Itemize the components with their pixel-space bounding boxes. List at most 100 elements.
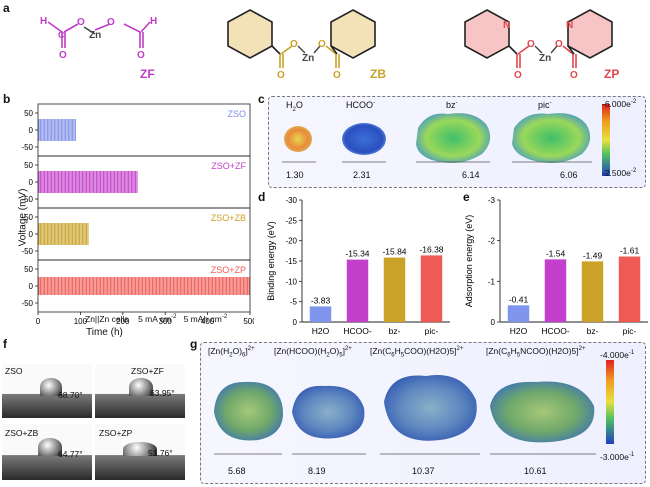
b-series-label-1: ZSO+ZF (211, 161, 246, 171)
zf-structure (47, 21, 151, 48)
e-ytick-label-3: 0 (491, 318, 496, 327)
zb-o-bottom-right: O (333, 70, 341, 81)
d-category-3: pic- (425, 326, 439, 336)
b-xtick-label-1: 100 (74, 317, 88, 326)
c-bz-surface (416, 113, 491, 163)
g-value-1: 5.68 (228, 466, 246, 476)
d-ytick-label-4: -10 (285, 277, 297, 286)
d-bar-0 (309, 306, 332, 322)
zb-o-bottom-left: O (277, 70, 285, 81)
c-mol-hcoo: HCOO- (346, 100, 375, 110)
zp-structure (464, 9, 613, 68)
b-ytick-label-2-2: -50 (21, 247, 33, 256)
b-trace-0 (38, 119, 76, 141)
g-label-4: [Zn(C6H5NCOO)(H2O)5]2+ (486, 346, 586, 359)
f-angle-zp: 51.76° (148, 448, 173, 458)
panel-label-f: f (3, 337, 7, 351)
b-trace-3 (38, 277, 250, 295)
zf-h-right: H (150, 16, 157, 27)
b-ytick-label-0-1: 0 (29, 126, 34, 135)
d-value-label-0: -3.83 (311, 295, 331, 305)
zp-o-left: O (527, 39, 535, 50)
f-image-zp (95, 424, 185, 480)
d-ytick-label-5: -5 (290, 298, 298, 307)
c-value-hcoo: 2.31 (353, 170, 371, 180)
panel-a-structures: H H C O Zn O O O ZF O Zn O O O ZB (40, 9, 619, 81)
g-value-4: 10.61 (524, 466, 547, 476)
zp-n-left: N (503, 20, 510, 31)
c-pic-surface (512, 113, 591, 163)
b-ytick-label-3-1: 0 (29, 282, 34, 291)
g-surface-4 (490, 381, 595, 443)
g-value-3: 10.37 (412, 466, 435, 476)
panel-g-esp (214, 360, 614, 455)
d-category-0: H2O (312, 326, 330, 336)
panel-d-chart: Binding energy (eV) -30 -25 -20 -15 -10 -5 0 -3.… (266, 196, 450, 336)
zp-o-right: O (555, 39, 563, 50)
d-bar-1 (346, 259, 369, 322)
b-series-label-0: ZSO (227, 109, 246, 119)
zp-o-bottom-right: O (570, 70, 578, 81)
b-xtick-label-4: 400 (201, 317, 215, 326)
b-plot: ZSO500-50ZSO+ZF500-50ZSO+ZB500-50ZSO+ZP5… (21, 103, 254, 326)
d-value-label-2: -15.84 (382, 247, 406, 257)
panel-label-b: b (3, 92, 11, 106)
e-category-1: HCOO- (541, 326, 570, 336)
f-angle-zso: 68.70° (58, 390, 83, 400)
e-category-3: pic- (623, 326, 637, 336)
zb-zn: Zn (302, 53, 314, 64)
d-category-1: HCOO- (343, 326, 372, 336)
c-value-pic: 6.06 (560, 170, 578, 180)
f-droplet-zf (129, 378, 153, 396)
zf-h-left: H (40, 16, 47, 27)
e-category-2: bz- (587, 326, 599, 336)
f-image-zb (2, 424, 92, 480)
b-ytick-label-1-1: 0 (29, 178, 34, 187)
b-ytick-label-0-0: 50 (24, 109, 33, 118)
zp-label: ZP (604, 67, 619, 81)
e-ylabel: Adsorption energy (eV) (464, 215, 474, 308)
e-category-0: H2O (510, 326, 528, 336)
c-mol-h2o: H2O (286, 100, 303, 113)
e-bar-3 (618, 256, 641, 322)
d-value-label-1: -15.34 (345, 249, 369, 259)
e-bar-2 (581, 261, 604, 322)
b-xtick-label-0: 0 (36, 317, 41, 326)
b-note-cells: Zn||Zn cells (85, 314, 129, 324)
b-trace-2 (38, 223, 89, 245)
panel-label-c: c (258, 92, 265, 106)
d-bar-3 (420, 255, 443, 322)
panel-label-d: d (258, 190, 266, 204)
f-angle-zb: 64.77° (58, 449, 83, 459)
g-label-2: [Zn(HCOO)(H2O)5]2+ (274, 346, 352, 359)
c-value-bz: 6.14 (462, 170, 480, 180)
panel-f: ZSO 68.70° ZSO+ZF 63.95° ZSO+ZB 64.77° Z… (2, 364, 186, 480)
f-name-zso: ZSO (5, 366, 23, 376)
panel-c-esp (282, 104, 610, 176)
panel-label-a: a (3, 1, 10, 15)
zp-zn: Zn (539, 53, 551, 64)
b-xtick-label-5: 500 (243, 317, 254, 326)
c-value-h2o: 1.30 (286, 170, 304, 180)
b-note: Zn||Zn cells 5 mA cm-2 5 mAh cm-2 (85, 314, 227, 324)
d-ytick-label-3: -15 (285, 257, 297, 266)
f-image-zso (2, 364, 92, 418)
d-ytick-label-6: 0 (293, 318, 298, 327)
g-surface-1 (214, 381, 283, 441)
e-ytick-label-0: -3 (488, 196, 496, 205)
f-name-zp: ZSO+ZP (99, 428, 133, 438)
e-ytick-label-2: -1 (488, 277, 496, 286)
zp-o-bottom-left: O (514, 70, 522, 81)
f-angle-zf: 63.95° (150, 388, 175, 398)
zf-o-left: O (77, 17, 85, 28)
zb-o-right: O (318, 39, 326, 50)
d-bar-2 (383, 257, 406, 322)
c-mol-pic: pic- (538, 100, 552, 110)
b-ytick-label-2-1: 0 (29, 230, 34, 239)
e-value-label-2: -1.49 (583, 250, 603, 260)
zf-label: ZF (140, 67, 155, 81)
b-xtick-label-2: 200 (116, 317, 130, 326)
e-value-label-0: -0.41 (509, 294, 529, 304)
c-mol-bz: bz- (446, 100, 458, 110)
d-ytick-label-2: -20 (285, 237, 297, 246)
